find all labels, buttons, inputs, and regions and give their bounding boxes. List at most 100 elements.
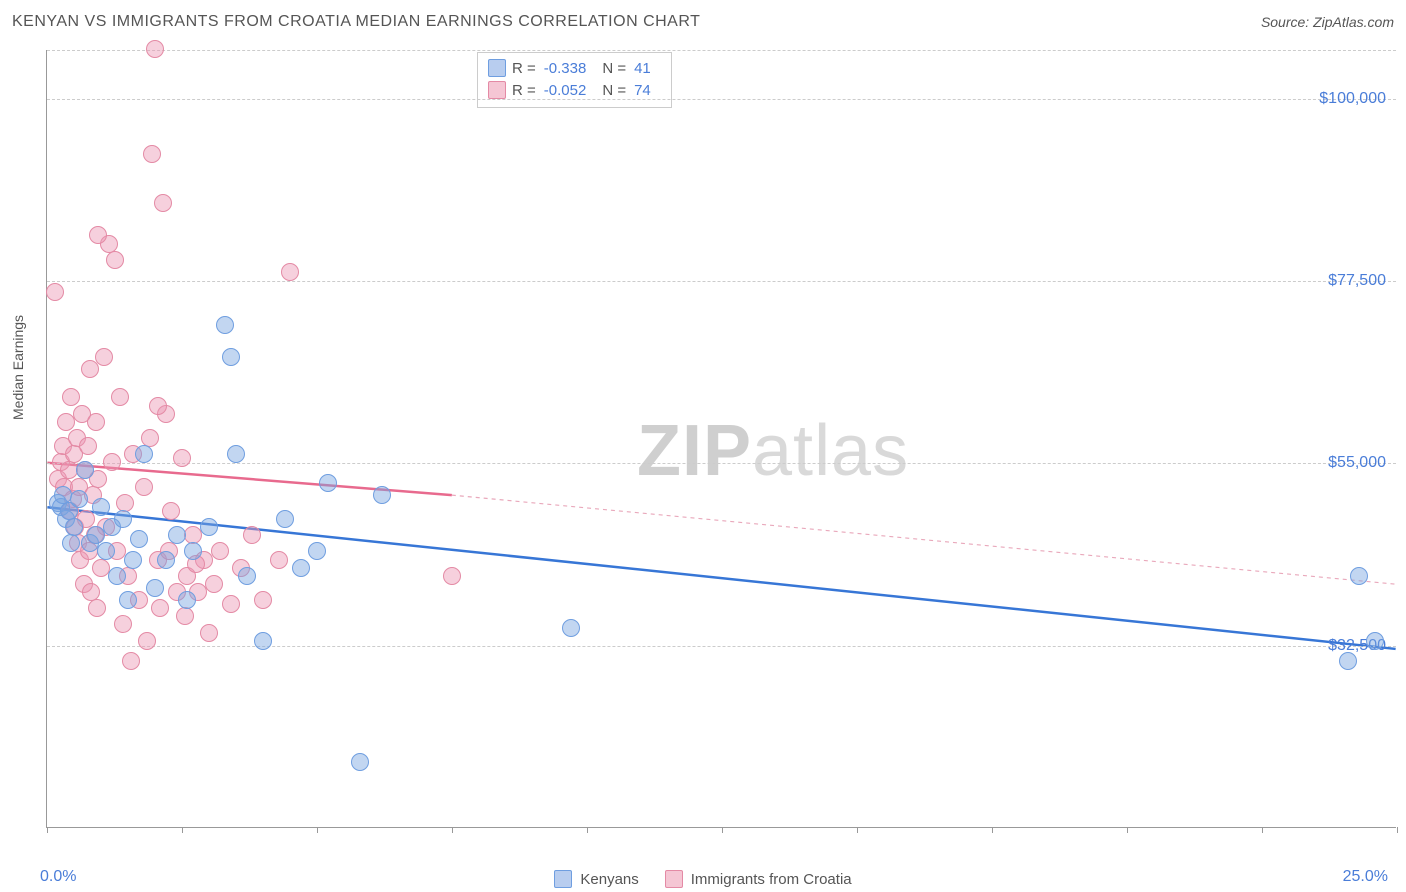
gridline [47, 281, 1396, 282]
scatter-point [114, 510, 132, 528]
scatter-point [1366, 632, 1384, 650]
scatter-point [216, 316, 234, 334]
scatter-point [65, 518, 83, 536]
scatter-point [79, 437, 97, 455]
scatter-point [135, 478, 153, 496]
scatter-point [243, 526, 261, 544]
x-tick [857, 827, 858, 833]
legend-r-label: R = [512, 82, 536, 99]
legend-swatch-blue [488, 59, 506, 77]
source-label: Source: ZipAtlas.com [1261, 14, 1394, 30]
scatter-point [57, 413, 75, 431]
scatter-point [116, 494, 134, 512]
scatter-point [238, 567, 256, 585]
watermark-light: atlas [752, 411, 909, 491]
scatter-point [108, 567, 126, 585]
scatter-point [319, 474, 337, 492]
scatter-point [97, 542, 115, 560]
scatter-point [157, 551, 175, 569]
scatter-point [211, 542, 229, 560]
scatter-point [184, 542, 202, 560]
scatter-point [1339, 652, 1357, 670]
legend-n-label: N = [602, 82, 626, 99]
series-swatch-pink [665, 870, 683, 888]
scatter-point [1350, 567, 1368, 585]
scatter-point [114, 615, 132, 633]
legend-n-value-blue: 41 [634, 60, 651, 77]
legend-swatch-pink [488, 81, 506, 99]
scatter-point [130, 530, 148, 548]
scatter-point [168, 526, 186, 544]
y-tick-label: $55,000 [1328, 454, 1386, 472]
y-tick-label: $100,000 [1319, 90, 1386, 108]
series-legend: Kenyans Immigrants from Croatia [0, 870, 1406, 888]
x-tick [1262, 827, 1263, 833]
scatter-point [373, 486, 391, 504]
scatter-point [92, 498, 110, 516]
scatter-point [178, 591, 196, 609]
x-tick [47, 827, 48, 833]
scatter-point [103, 453, 121, 471]
scatter-point [87, 526, 105, 544]
chart-title: KENYAN VS IMMIGRANTS FROM CROATIA MEDIAN… [12, 13, 700, 31]
scatter-point [70, 490, 88, 508]
series-label-blue: Kenyans [580, 871, 638, 888]
scatter-point [149, 397, 167, 415]
scatter-point [95, 348, 113, 366]
scatter-point [154, 194, 172, 212]
legend-r-value-pink: -0.052 [544, 82, 587, 99]
scatter-point [135, 445, 153, 463]
chart-plot-area: ZIPatlas R = -0.338 N = 41 R = -0.052 N … [46, 50, 1396, 828]
scatter-point [122, 652, 140, 670]
legend-r-value-blue: -0.338 [544, 60, 587, 77]
x-tick [587, 827, 588, 833]
x-tick [1397, 827, 1398, 833]
scatter-point [76, 461, 94, 479]
series-legend-item-pink: Immigrants from Croatia [665, 870, 852, 888]
y-tick-label: $77,500 [1328, 272, 1386, 290]
scatter-point [173, 449, 191, 467]
scatter-point [205, 575, 223, 593]
scatter-point [162, 502, 180, 520]
x-tick [317, 827, 318, 833]
x-tick [722, 827, 723, 833]
gridline [47, 646, 1396, 647]
scatter-point [143, 145, 161, 163]
scatter-point [292, 559, 310, 577]
scatter-point [88, 599, 106, 617]
scatter-point [111, 388, 129, 406]
scatter-point [106, 251, 124, 269]
x-tick [452, 827, 453, 833]
x-tick [1127, 827, 1128, 833]
scatter-point [443, 567, 461, 585]
series-swatch-blue [554, 870, 572, 888]
scatter-point [62, 534, 80, 552]
scatter-point [46, 283, 64, 301]
gridline [47, 463, 1396, 464]
scatter-point [124, 551, 142, 569]
scatter-point [200, 518, 218, 536]
scatter-point [176, 607, 194, 625]
scatter-point [351, 753, 369, 771]
scatter-point [276, 510, 294, 528]
scatter-point [89, 226, 107, 244]
scatter-point [227, 445, 245, 463]
scatter-point [119, 591, 137, 609]
series-label-pink: Immigrants from Croatia [691, 871, 852, 888]
scatter-point [308, 542, 326, 560]
scatter-point [151, 599, 169, 617]
scatter-point [87, 413, 105, 431]
scatter-point [200, 624, 218, 642]
watermark: ZIPatlas [637, 410, 909, 492]
scatter-point [281, 263, 299, 281]
scatter-point [222, 595, 240, 613]
scatter-point [138, 632, 156, 650]
scatter-point [562, 619, 580, 637]
legend-n-label: N = [602, 60, 626, 77]
y-axis-label: Median Earnings [10, 315, 26, 420]
gridline [47, 99, 1396, 100]
gridline [47, 50, 1396, 51]
x-tick [992, 827, 993, 833]
trend-lines [47, 50, 1396, 827]
scatter-point [270, 551, 288, 569]
